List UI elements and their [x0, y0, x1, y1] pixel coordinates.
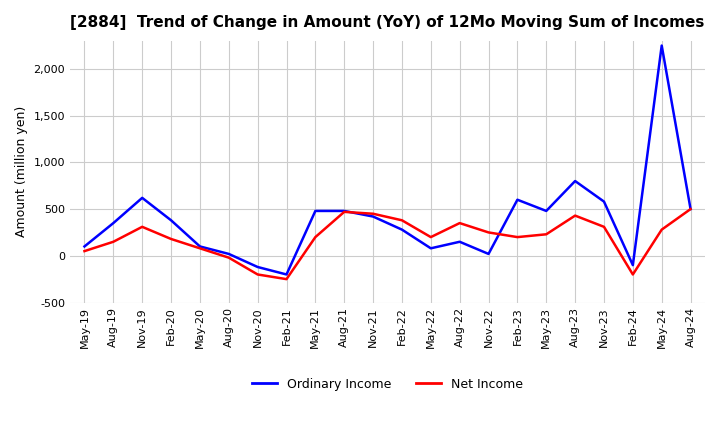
Net Income [455, 220, 464, 226]
Net Income [426, 235, 435, 240]
Ordinary Income [455, 239, 464, 244]
Ordinary Income [196, 244, 204, 249]
Ordinary Income [80, 244, 89, 249]
Legend: Ordinary Income, Net Income: Ordinary Income, Net Income [247, 373, 528, 396]
Ordinary Income [657, 43, 666, 48]
Ordinary Income [571, 178, 580, 183]
Ordinary Income [311, 208, 320, 213]
Net Income [571, 213, 580, 218]
Ordinary Income [225, 251, 233, 257]
Ordinary Income [167, 218, 176, 223]
Ordinary Income [340, 208, 348, 213]
Ordinary Income [600, 199, 608, 204]
Ordinary Income [253, 264, 262, 270]
Net Income [109, 239, 117, 244]
Ordinary Income [397, 227, 406, 232]
Net Income [167, 236, 176, 242]
Net Income [80, 249, 89, 254]
Net Income [542, 231, 551, 237]
Ordinary Income [282, 272, 291, 277]
Ordinary Income [138, 195, 146, 201]
Net Income [629, 272, 637, 277]
Ordinary Income [109, 220, 117, 226]
Y-axis label: Amount (million yen): Amount (million yen) [15, 106, 28, 237]
Ordinary Income [485, 251, 493, 257]
Net Income [196, 246, 204, 251]
Ordinary Income [629, 263, 637, 268]
Net Income [369, 211, 377, 216]
Ordinary Income [686, 206, 695, 212]
Ordinary Income [426, 246, 435, 251]
Net Income [340, 209, 348, 215]
Line: Ordinary Income: Ordinary Income [84, 46, 690, 275]
Net Income [600, 224, 608, 230]
Net Income [513, 235, 522, 240]
Net Income [485, 230, 493, 235]
Net Income [311, 235, 320, 240]
Net Income [253, 272, 262, 277]
Ordinary Income [369, 214, 377, 219]
Ordinary Income [542, 208, 551, 213]
Net Income [686, 206, 695, 212]
Ordinary Income [513, 197, 522, 202]
Net Income [397, 218, 406, 223]
Net Income [282, 276, 291, 282]
Net Income [657, 227, 666, 232]
Net Income [225, 255, 233, 260]
Net Income [138, 224, 146, 230]
Line: Net Income: Net Income [84, 209, 690, 279]
Title: [2884]  Trend of Change in Amount (YoY) of 12Mo Moving Sum of Incomes: [2884] Trend of Change in Amount (YoY) o… [71, 15, 705, 30]
